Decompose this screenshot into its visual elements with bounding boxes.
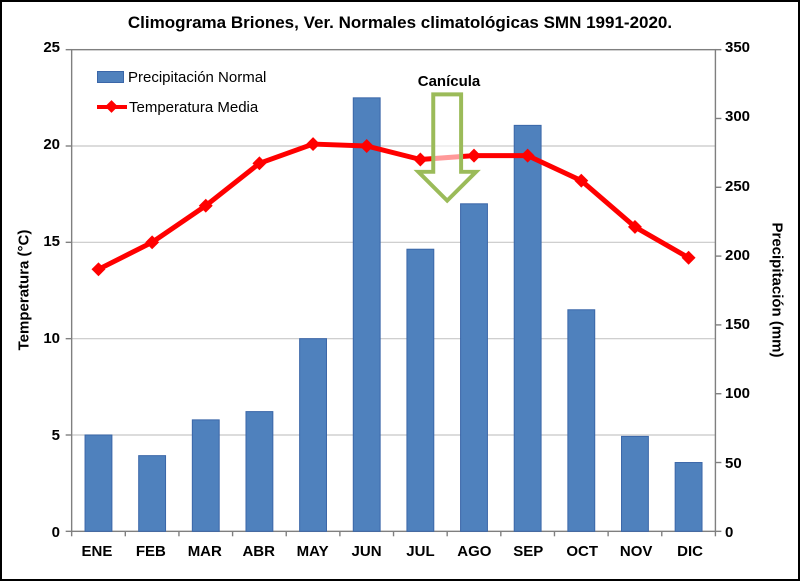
left-axis-tick-25: 25 — [43, 39, 60, 56]
month-label-FEB: FEB — [135, 543, 166, 560]
right-axis-tick-0: 0 — [725, 524, 734, 541]
bar-DIC — [674, 462, 703, 532]
month-label-AGO: AGO — [457, 543, 492, 560]
precipitation-swatch-icon — [97, 71, 124, 83]
right-axis-tick-350: 350 — [725, 39, 751, 56]
bar-OCT — [567, 309, 596, 532]
legend-label-precipitation: Precipitación Normal — [128, 68, 267, 86]
bar-FEB — [138, 455, 167, 532]
left-axis-tick-10: 10 — [43, 330, 60, 347]
bar-MAY — [299, 338, 327, 532]
bar-JUL — [406, 248, 435, 532]
month-label-JUL: JUL — [406, 543, 435, 560]
month-label-JUN: JUN — [351, 543, 382, 560]
canicula-annotation-label: Canícula — [417, 73, 481, 90]
bar-JUN — [352, 97, 381, 532]
month-label-ABR: ABR — [242, 543, 275, 560]
bar-SEP — [513, 124, 542, 532]
legend-item-precipitation: Precipitación Normal — [97, 67, 266, 87]
month-label-ENE: ENE — [81, 543, 113, 560]
month-label-MAY: MAY — [296, 543, 329, 560]
temperature-line — [95, 141, 692, 272]
temperature-marker-SEP — [520, 148, 535, 163]
month-label-NOV: NOV — [619, 543, 653, 560]
right-axis-tick-250: 250 — [725, 177, 751, 195]
legend-label-temperature: Temperatura Media — [129, 98, 259, 116]
legend-item-temperature: Temperatura Media — [97, 97, 266, 117]
temperature-marker-AGO — [467, 148, 481, 163]
left-axis-tick-15: 15 — [43, 233, 60, 250]
month-label-DIC: DIC — [677, 543, 703, 560]
right-axis-tick-200: 200 — [725, 246, 751, 264]
month-label-MAR: MAR — [187, 543, 222, 560]
bar-MAR — [191, 419, 220, 532]
temperature-swatch-icon — [97, 100, 127, 114]
right-axis-tick-50: 50 — [725, 454, 742, 472]
left-axis-tick-0: 0 — [51, 524, 60, 541]
temperature-marker-MAY — [306, 137, 321, 152]
right-axis-tick-300: 300 — [725, 108, 751, 126]
bar-ABR — [245, 411, 274, 532]
right-axis-tick-150: 150 — [725, 316, 751, 334]
canicula-arrow-icon — [413, 92, 481, 204]
right-axis-tick-100: 100 — [725, 385, 751, 403]
bar-AGO — [460, 203, 488, 532]
temperature-marker-JUL — [413, 152, 428, 167]
chart-title: Climograma Briones, Ver. Normales climat… — [127, 13, 673, 32]
temperature-marker-MAR — [198, 198, 213, 213]
temperature-marker-NOV — [627, 219, 642, 234]
left-axis-tick-5: 5 — [51, 427, 60, 444]
bar-ENE — [84, 434, 113, 532]
month-label-OCT: OCT — [566, 543, 599, 560]
month-label-SEP: SEP — [513, 543, 544, 560]
left-axis-tick-20: 20 — [43, 136, 60, 153]
bar-NOV — [621, 435, 649, 532]
legend: Precipitación Normal Temperatura Media — [97, 67, 266, 127]
temperature-marker-OCT — [574, 173, 589, 188]
temperature-marker-ABR — [252, 156, 267, 171]
right-axis-title: Precipitación (mm) — [768, 222, 786, 358]
